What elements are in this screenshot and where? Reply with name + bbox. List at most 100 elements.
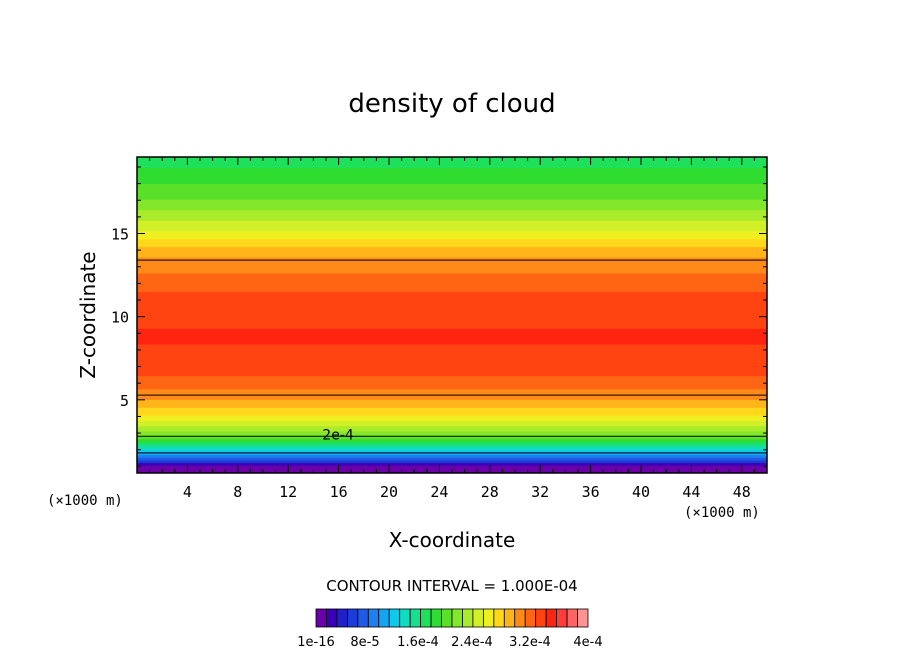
- density-band: [137, 178, 767, 182]
- density-band: [137, 417, 767, 421]
- density-band: [137, 280, 767, 284]
- density-band: [137, 412, 767, 416]
- density-band: [137, 415, 767, 419]
- density-band: [137, 404, 767, 408]
- colorbar-swatch: [503, 608, 516, 628]
- density-band: [137, 159, 767, 163]
- density-band: [137, 230, 767, 234]
- y-axis-label: Z-coordinate: [76, 251, 100, 378]
- x-tick-label: 16: [330, 483, 348, 501]
- density-band: [137, 301, 767, 306]
- density-band: [137, 367, 767, 371]
- density-band: [137, 267, 767, 271]
- density-band: [137, 422, 767, 427]
- colorbar-swatch: [367, 608, 380, 628]
- density-band: [137, 315, 767, 319]
- colorbar-swatch: [388, 608, 401, 628]
- x-tick-label: 12: [279, 483, 297, 501]
- density-band: [137, 457, 767, 461]
- density-band: [137, 201, 767, 205]
- density-band: [137, 180, 767, 184]
- density-band: [137, 170, 767, 174]
- density-band: [137, 462, 767, 466]
- density-bands: [137, 157, 767, 473]
- density-band: [137, 330, 767, 335]
- density-band: [137, 433, 767, 437]
- density-band: [137, 264, 767, 269]
- colorbar-swatch: [482, 608, 495, 628]
- density-band: [137, 238, 767, 242]
- density-band: [137, 465, 767, 469]
- chart-title: density of cloud: [348, 89, 555, 119]
- colorbar-tick-label: 3.2e-4: [509, 635, 551, 650]
- x-tick-label: 20: [380, 483, 398, 501]
- colorbar-swatch: [524, 608, 537, 628]
- density-band: [137, 401, 767, 406]
- density-band: [137, 407, 767, 411]
- y-tick-label: 5: [120, 392, 129, 410]
- density-band: [137, 188, 767, 192]
- density-band: [137, 241, 767, 245]
- density-band: [137, 228, 767, 232]
- colorbar-tick-label: 1.6e-4: [397, 635, 439, 650]
- density-band: [137, 246, 767, 250]
- density-band: [137, 322, 767, 327]
- x-tick-label: 8: [233, 483, 242, 501]
- density-band: [137, 396, 767, 400]
- density-band: [137, 217, 767, 221]
- density-band: [137, 436, 767, 440]
- density-band: [137, 307, 767, 311]
- y-axis-unit: (×1000 m): [47, 493, 123, 509]
- density-band: [137, 438, 767, 442]
- x-tick-label: 28: [481, 483, 499, 501]
- colorbar-swatch: [326, 608, 338, 628]
- colorbar-swatch: [399, 608, 411, 628]
- colorbar: [315, 608, 589, 628]
- density-band: [137, 167, 767, 171]
- density-band: [137, 270, 767, 274]
- density-band: [137, 325, 767, 329]
- density-band: [137, 386, 767, 390]
- colorbar-swatch: [346, 608, 359, 628]
- density-band: [137, 444, 767, 448]
- density-band: [137, 420, 767, 424]
- density-band: [137, 286, 767, 290]
- density-band: [137, 383, 767, 387]
- x-tick-label: 32: [531, 483, 549, 501]
- density-band: [137, 351, 767, 356]
- density-band: [137, 370, 767, 374]
- density-band: [137, 172, 767, 177]
- density-band: [137, 304, 767, 308]
- colorbar-labels: 1e-16 8e-5 1.6e-4 2.4e-4 3.2e-4 4e-4: [297, 635, 602, 650]
- density-band: [137, 175, 767, 179]
- density-band: [137, 328, 767, 332]
- density-band: [137, 430, 767, 435]
- colorbar-swatch: [535, 608, 547, 628]
- density-band: [137, 428, 767, 432]
- density-band: [137, 212, 767, 216]
- colorbar-tick-label: 1e-16: [297, 635, 335, 650]
- density-band: [137, 380, 767, 385]
- density-band: [137, 193, 767, 198]
- density-band: [137, 317, 767, 321]
- colorbar-swatch: [556, 608, 568, 628]
- x-axis-unit: (×1000 m): [684, 505, 760, 521]
- density-band: [137, 243, 767, 248]
- density-band: [137, 251, 767, 256]
- density-band: [137, 291, 767, 295]
- density-band: [137, 346, 767, 350]
- density-band: [137, 222, 767, 227]
- x-axis-label: X-coordinate: [389, 528, 516, 552]
- colorbar-swatch: [409, 608, 422, 628]
- x-tick-label: 36: [582, 483, 600, 501]
- density-band: [137, 225, 767, 229]
- density-band: [137, 349, 767, 353]
- density-band: [137, 372, 767, 377]
- density-band: [137, 196, 767, 200]
- density-band: [137, 365, 767, 369]
- colorbar-swatch: [472, 608, 484, 628]
- density-band: [137, 359, 767, 363]
- density-band: [137, 275, 767, 279]
- colorbar-swatch: [462, 608, 474, 628]
- density-band: [137, 220, 767, 224]
